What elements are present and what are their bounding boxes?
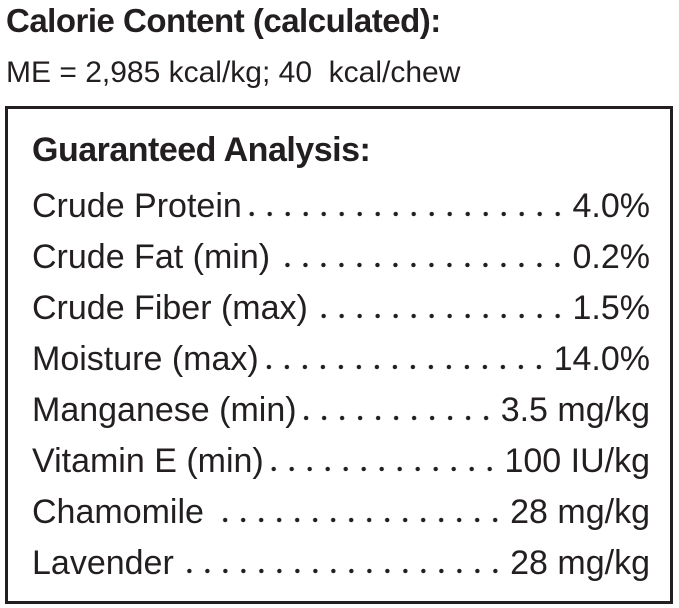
- dot-leader: [179, 568, 505, 574]
- nutrient-value: 100 IU/kg: [504, 442, 650, 480]
- analysis-title: Guaranteed Analysis:: [32, 131, 371, 169]
- nutrient-name: Crude Fat (min): [32, 238, 271, 276]
- analysis-row: Lavender 28 mg/kg: [32, 544, 650, 595]
- nutrient-name: Crude Protein: [32, 187, 242, 225]
- dot-leader: [276, 262, 567, 268]
- nutrient-value: 28 mg/kg: [510, 544, 650, 582]
- dot-leader: [269, 466, 499, 472]
- analysis-row: Moisture (max) 14.0%: [32, 340, 650, 391]
- nutrient-value: 3.5 mg/kg: [500, 391, 650, 429]
- analysis-row: Chamomile 28 mg/kg: [32, 493, 650, 544]
- dot-leader: [264, 364, 548, 370]
- nutrient-value: 0.2%: [572, 238, 651, 276]
- nutrient-name: Chamomile: [32, 493, 204, 531]
- dot-leader: [209, 517, 505, 523]
- dot-leader: [313, 313, 567, 319]
- calorie-title: Calorie Content (calculated):: [6, 2, 441, 39]
- calorie-value: ME = 2,985 kcal/kg; 40 kcal/chew: [6, 56, 461, 89]
- nutrient-name: Moisture (max): [32, 340, 259, 378]
- nutrient-name: Lavender: [32, 544, 174, 582]
- nutrient-name: Manganese (min): [32, 391, 297, 429]
- nutrient-name: Crude Fiber (max): [32, 289, 308, 327]
- analysis-row: Crude Fiber (max) 1.5%: [32, 289, 650, 340]
- nutrient-value: 1.5%: [572, 289, 651, 327]
- analysis-row: Manganese (min) 3.5 mg/kg: [32, 391, 650, 442]
- nutrient-value: 4.0%: [572, 187, 651, 225]
- analysis-row: Crude Protein 4.0%: [32, 187, 650, 238]
- analysis-row: Crude Fat (min) 0.2%: [32, 238, 650, 289]
- dot-leader: [302, 415, 495, 421]
- analysis-box: Guaranteed Analysis: Crude Protein 4.0% Cr…: [5, 106, 673, 604]
- nutrient-value: 28 mg/kg: [510, 493, 650, 531]
- nutrient-value: 14.0%: [553, 340, 650, 378]
- dot-leader: [247, 211, 567, 217]
- analysis-rows: Crude Protein 4.0% Crude Fat (min) 0.2% Crud…: [32, 187, 650, 595]
- analysis-row: Vitamin E (min) 100 IU/kg: [32, 442, 650, 493]
- nutrient-name: Vitamin E (min): [32, 442, 264, 480]
